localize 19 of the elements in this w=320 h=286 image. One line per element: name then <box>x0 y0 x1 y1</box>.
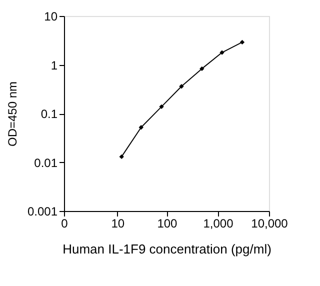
y-tick-label: 0.01 <box>34 156 58 170</box>
point <box>179 84 184 89</box>
x-tick-label: 10,000 <box>251 216 288 230</box>
y-tick-label: 1 <box>50 58 58 72</box>
point <box>119 154 124 160</box>
point <box>159 104 164 110</box>
y-tick-label: 0.001 <box>27 204 58 218</box>
y-tick-label: 0.1 <box>40 107 58 121</box>
x-tick-label: 100 <box>157 216 178 230</box>
y-tick-label: 10 <box>44 10 58 24</box>
x-tick-label: 1,000 <box>203 216 234 230</box>
x-axis-title: Human IL-1F9 concentration (pg/ml) <box>62 242 272 256</box>
point <box>200 66 204 72</box>
point <box>138 125 144 130</box>
point <box>220 50 224 55</box>
x-tick-label: 0 <box>61 216 68 230</box>
y-axis-title: OD=450 nm <box>5 81 20 147</box>
point <box>240 40 245 45</box>
x-tick-label: 10 <box>111 216 125 230</box>
